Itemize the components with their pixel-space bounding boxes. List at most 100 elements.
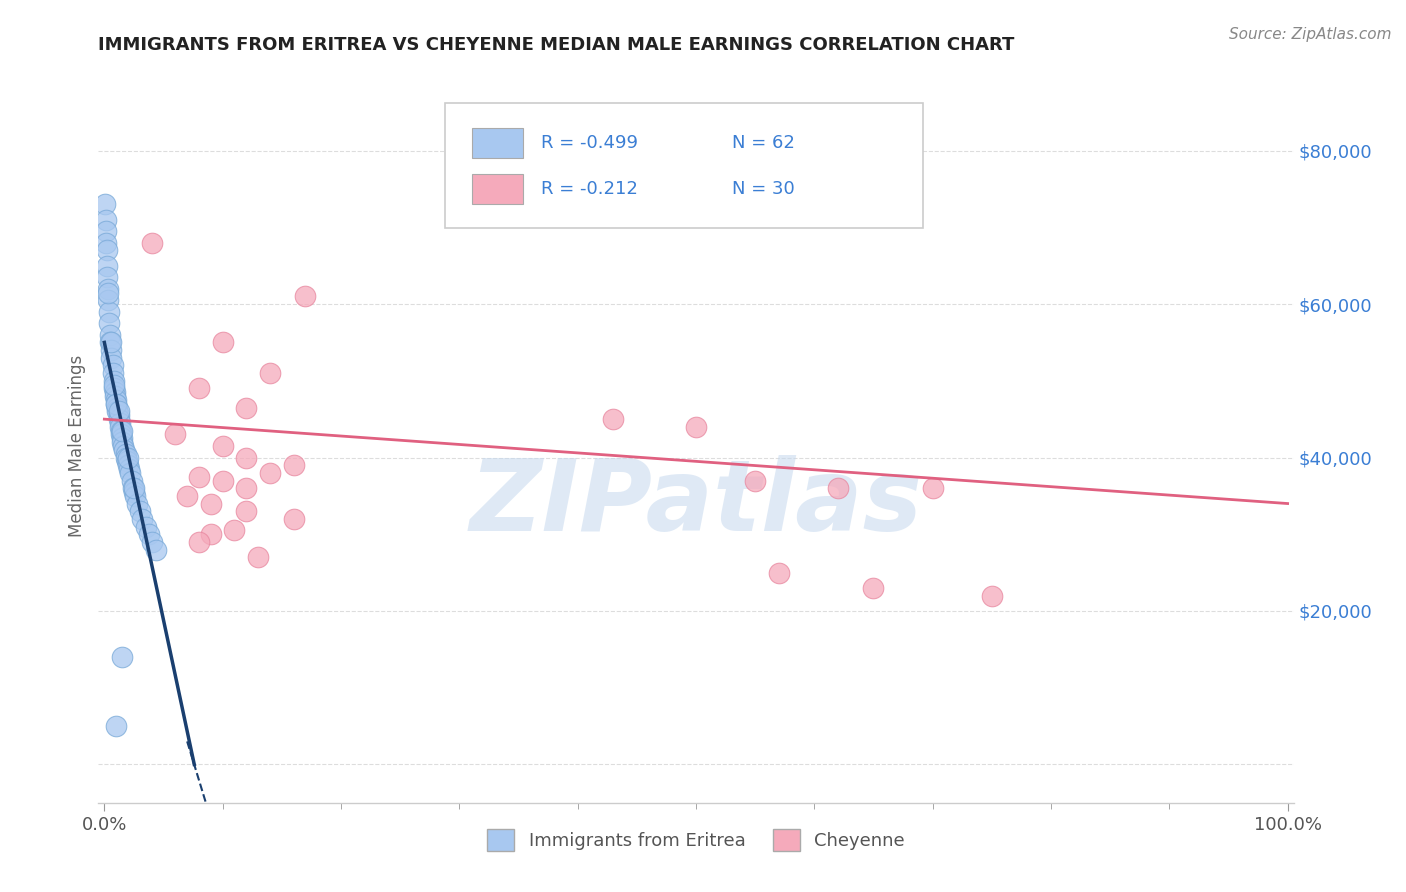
- Point: [100, 335, 122, 350]
- Point: [94, 224, 117, 238]
- Point: [211, 474, 233, 488]
- Point: [165, 427, 187, 442]
- Text: N = 62: N = 62: [733, 134, 794, 152]
- Point: [128, 504, 150, 518]
- Point: [111, 650, 134, 665]
- Point: [259, 466, 281, 480]
- Point: [100, 343, 122, 357]
- Point: [235, 504, 257, 518]
- Point: [104, 385, 127, 400]
- Point: [105, 397, 128, 411]
- Point: [111, 435, 134, 450]
- Point: [105, 719, 128, 733]
- Point: [283, 458, 305, 473]
- Point: [117, 450, 139, 465]
- Point: [97, 285, 120, 300]
- Point: [103, 381, 125, 395]
- Point: [97, 282, 120, 296]
- Point: [104, 389, 127, 403]
- Point: [98, 327, 121, 342]
- Point: [294, 289, 316, 303]
- Point: [138, 527, 160, 541]
- Point: [108, 419, 131, 434]
- Point: [188, 381, 211, 395]
- Point: [110, 424, 132, 438]
- Point: [96, 244, 118, 258]
- Point: [97, 293, 120, 308]
- Point: [105, 392, 128, 407]
- Point: [98, 316, 121, 330]
- Point: [121, 474, 143, 488]
- Point: [105, 401, 128, 415]
- Point: [744, 474, 766, 488]
- Point: [103, 377, 125, 392]
- Text: N = 30: N = 30: [733, 180, 794, 198]
- Point: [247, 550, 270, 565]
- Point: [283, 512, 305, 526]
- Point: [141, 535, 163, 549]
- Point: [768, 566, 790, 580]
- Point: [122, 485, 145, 500]
- Point: [98, 335, 121, 350]
- Point: [107, 404, 129, 418]
- Point: [114, 442, 136, 457]
- Legend: Immigrants from Eritrea, Cheyenne: Immigrants from Eritrea, Cheyenne: [479, 822, 912, 858]
- Point: [188, 469, 211, 483]
- Point: [107, 412, 129, 426]
- Point: [200, 497, 222, 511]
- Point: [105, 404, 128, 418]
- Point: [141, 235, 163, 250]
- Point: [107, 409, 129, 423]
- Point: [118, 462, 141, 476]
- Point: [259, 366, 281, 380]
- Point: [103, 374, 125, 388]
- Point: [685, 419, 707, 434]
- FancyBboxPatch shape: [446, 103, 922, 228]
- Point: [145, 542, 167, 557]
- Text: R = -0.212: R = -0.212: [541, 180, 637, 198]
- Point: [135, 519, 157, 533]
- Point: [235, 401, 257, 415]
- Point: [224, 524, 246, 538]
- Point: [94, 197, 117, 211]
- Point: [94, 212, 117, 227]
- Point: [115, 454, 138, 468]
- Text: R = -0.499: R = -0.499: [541, 134, 637, 152]
- Point: [96, 259, 118, 273]
- Point: [120, 466, 142, 480]
- Point: [114, 447, 136, 461]
- Point: [100, 351, 122, 365]
- Point: [235, 450, 257, 465]
- Point: [200, 527, 222, 541]
- Point: [96, 270, 118, 285]
- Text: ZIPatlas: ZIPatlas: [470, 455, 922, 551]
- Point: [117, 458, 139, 473]
- Point: [114, 450, 136, 465]
- Point: [211, 335, 233, 350]
- Point: [98, 304, 121, 318]
- FancyBboxPatch shape: [472, 128, 523, 158]
- Point: [602, 412, 624, 426]
- Point: [127, 497, 149, 511]
- Point: [112, 439, 135, 453]
- Point: [105, 397, 128, 411]
- Point: [921, 481, 943, 495]
- Point: [827, 481, 849, 495]
- Text: Source: ZipAtlas.com: Source: ZipAtlas.com: [1229, 27, 1392, 42]
- Point: [980, 589, 1002, 603]
- Point: [188, 535, 211, 549]
- Point: [122, 481, 145, 495]
- Point: [235, 481, 257, 495]
- Point: [101, 366, 124, 380]
- Point: [110, 427, 132, 442]
- Text: Median Male Earnings: Median Male Earnings: [69, 355, 86, 537]
- Point: [111, 431, 134, 445]
- Point: [108, 416, 131, 430]
- Point: [111, 424, 134, 438]
- Point: [176, 489, 198, 503]
- Point: [121, 481, 143, 495]
- Point: [124, 489, 146, 503]
- Point: [862, 581, 884, 595]
- Point: [211, 439, 233, 453]
- Text: IMMIGRANTS FROM ERITREA VS CHEYENNE MEDIAN MALE EARNINGS CORRELATION CHART: IMMIGRANTS FROM ERITREA VS CHEYENNE MEDI…: [98, 36, 1015, 54]
